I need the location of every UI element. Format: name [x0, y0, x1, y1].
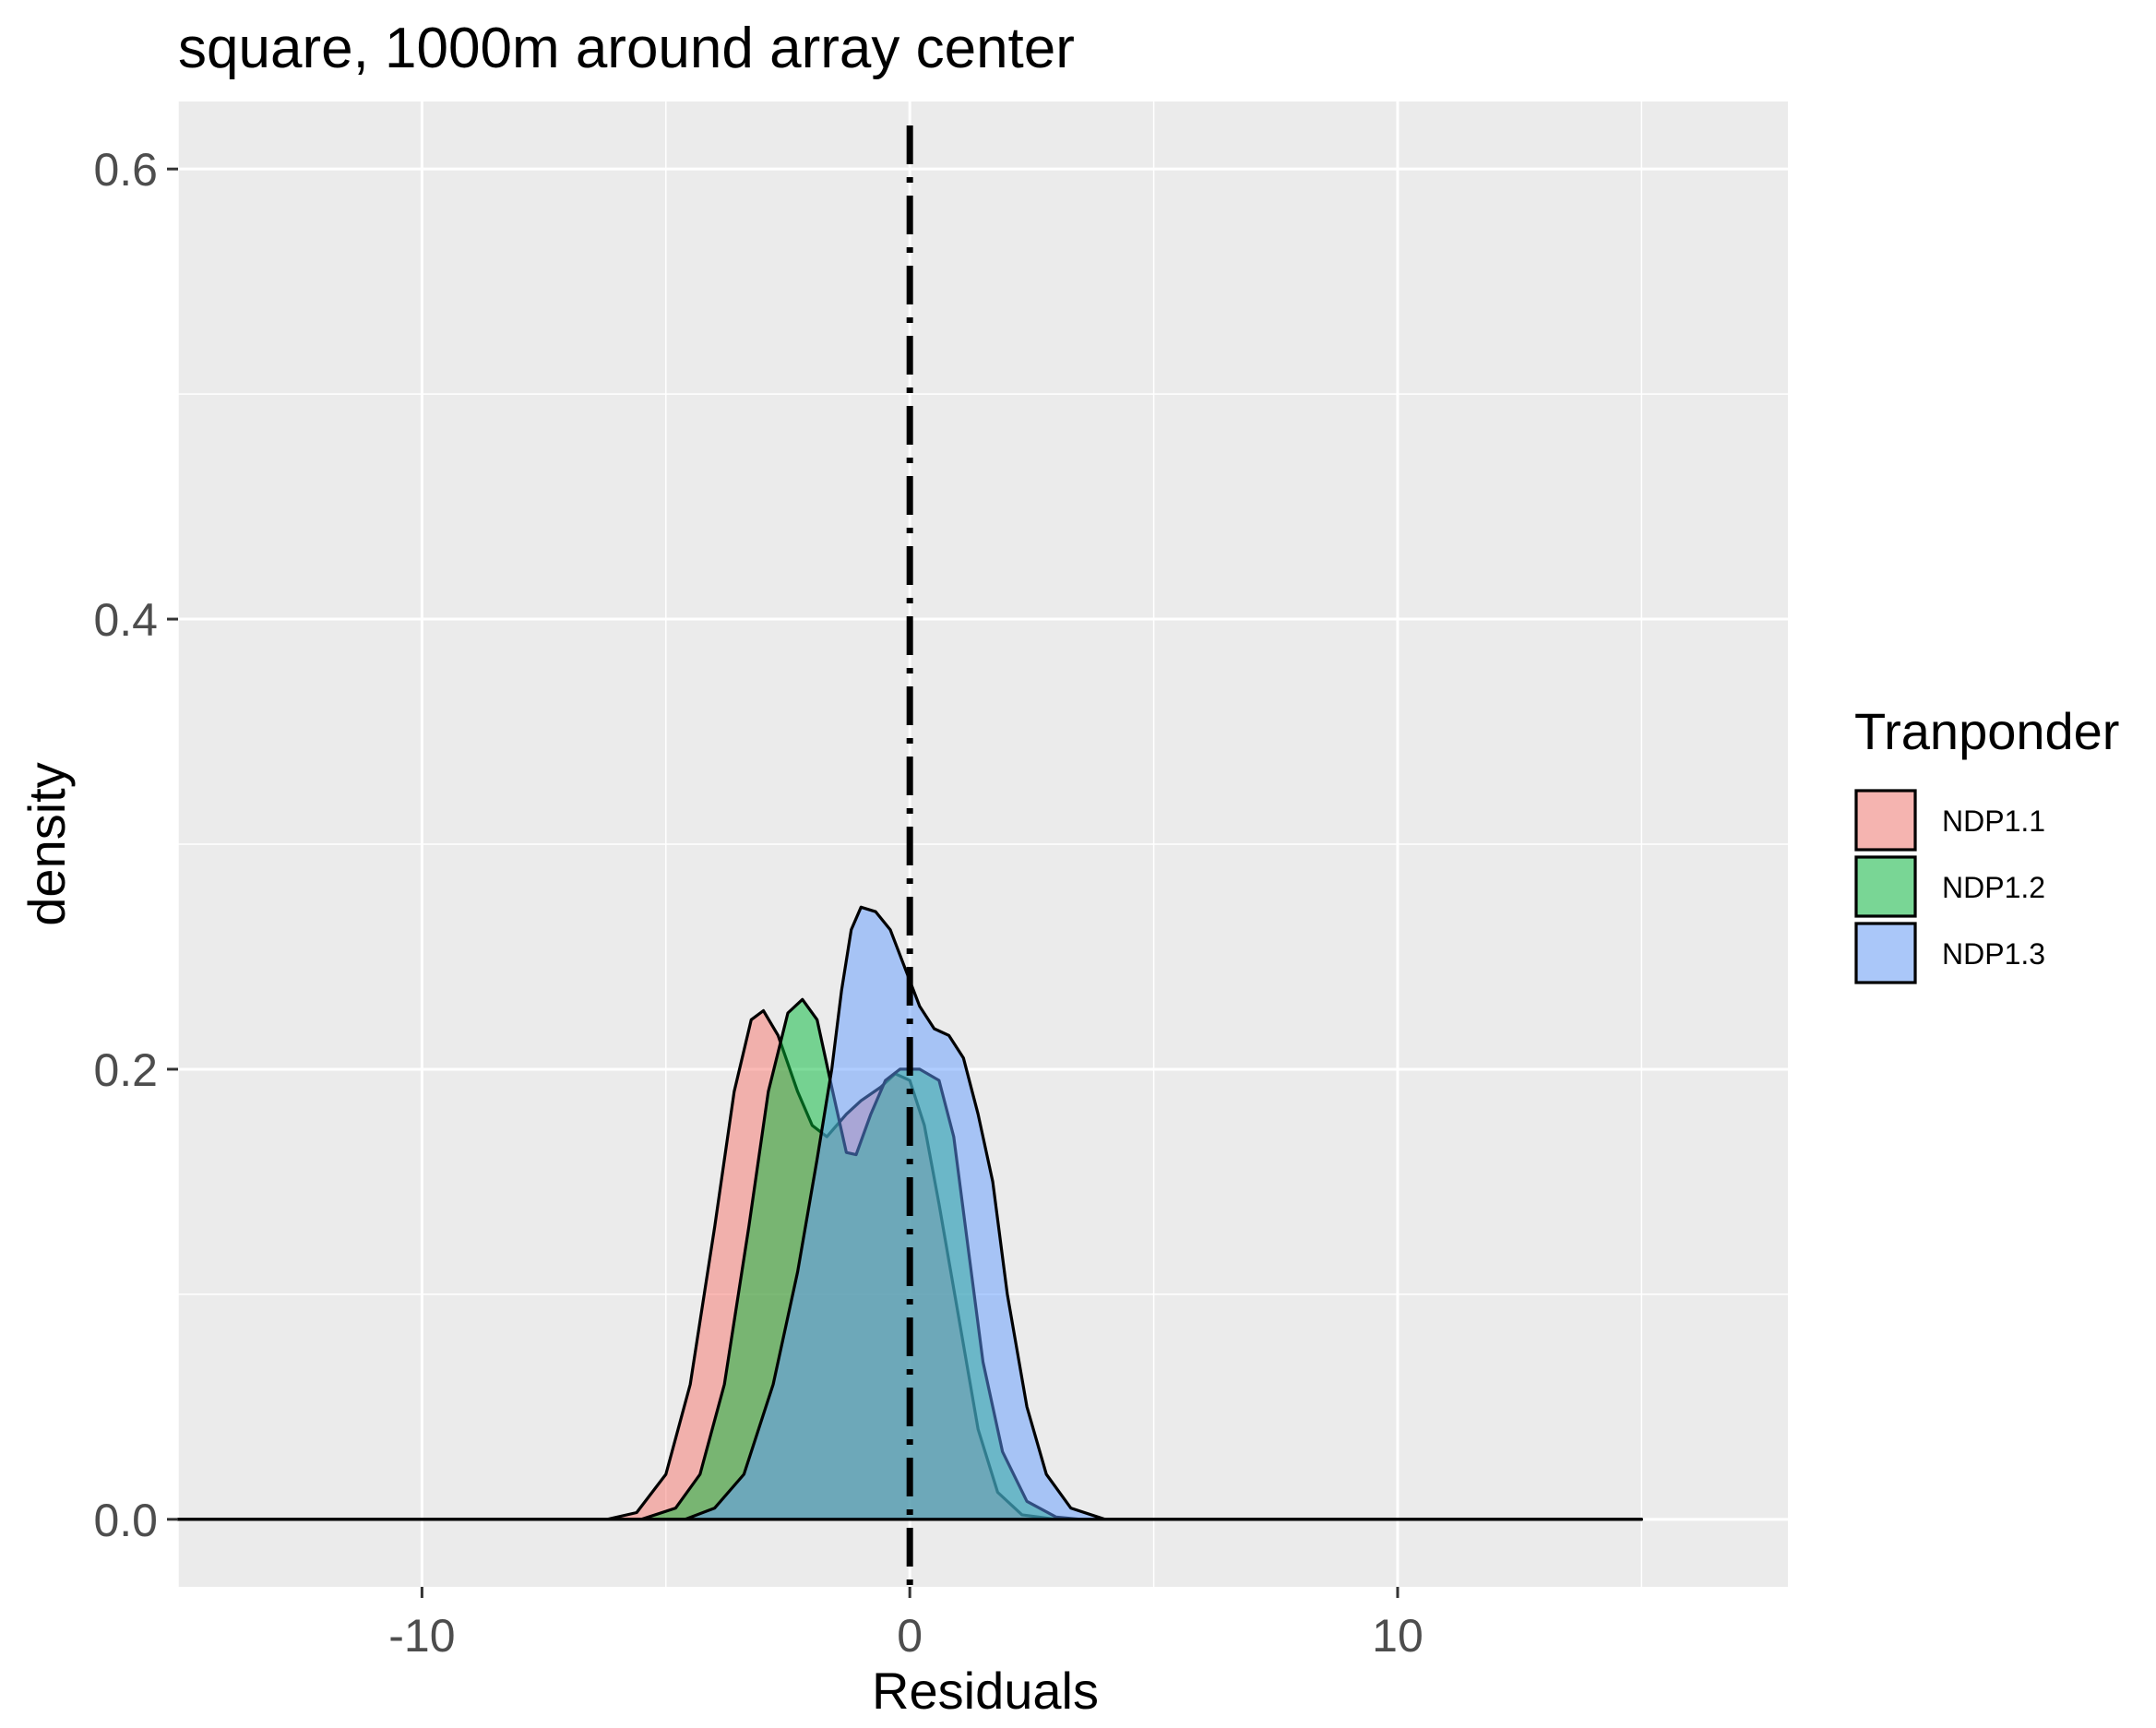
- minor-gridlines: [177, 101, 1788, 1587]
- legend-label: NDP1.3: [1942, 937, 2045, 971]
- legend-items: NDP1.1 NDP1.2 NDP1.3: [1854, 789, 2045, 984]
- chart-title: square, 1000m around array center: [178, 17, 1075, 80]
- legend-swatch-ndp1-1: [1854, 789, 1917, 852]
- legend-swatch-ndp1-2: [1854, 855, 1917, 918]
- legend: Tranponder NDP1.1 NDP1.2 NDP1.3: [1854, 702, 2119, 984]
- x-tick-label: 0: [897, 1610, 923, 1662]
- legend-label: NDP1.1: [1942, 804, 2045, 838]
- y-tick-label: 0.2: [93, 1044, 158, 1096]
- legend-swatch-ndp1-3: [1854, 922, 1917, 984]
- legend-label: NDP1.2: [1942, 871, 2045, 904]
- y-tick-label: 0.0: [93, 1495, 158, 1546]
- y-axis-title: density: [18, 762, 76, 925]
- x-tick-label: 10: [1372, 1610, 1423, 1662]
- legend-title: Tranponder: [1854, 702, 2119, 760]
- y-tick-label: 0.4: [93, 594, 158, 646]
- x-tick-label: -10: [388, 1610, 455, 1662]
- x-axis-title: Residuals: [872, 1662, 1099, 1720]
- axes: -10 0 10 0.0 0.2 0.4 0.6: [93, 144, 1423, 1662]
- y-tick-label: 0.6: [93, 144, 158, 196]
